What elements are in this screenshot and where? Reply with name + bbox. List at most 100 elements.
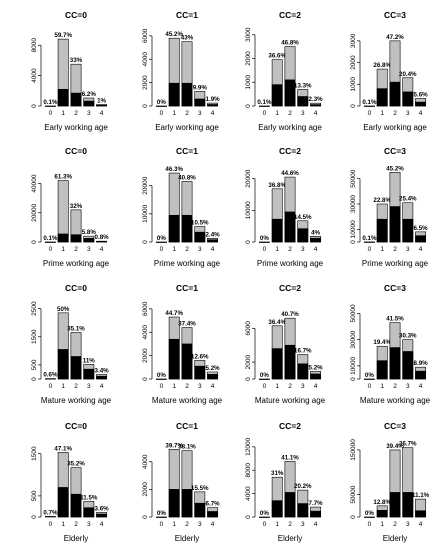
data-label: 44.6% <box>281 170 299 177</box>
data-label: 40.7% <box>281 311 299 318</box>
data-label: 7.7% <box>309 500 324 507</box>
bar-subset <box>70 234 82 243</box>
y-tick-label: 20000 <box>245 169 252 187</box>
chart-title: CC=2 <box>279 283 301 293</box>
data-label: 0.1% <box>43 99 58 106</box>
x-tick-label: 2 <box>393 521 397 528</box>
x-axis-label: Prime working age <box>43 259 110 268</box>
x-tick-label: 0 <box>368 521 372 528</box>
bar-subset <box>402 91 414 107</box>
y-tick-label: 2500 <box>31 301 38 316</box>
data-label: 1.9% <box>206 96 221 103</box>
bar-subset <box>181 489 193 518</box>
y-tick-label: 0 <box>245 104 252 108</box>
bar-subset <box>83 100 95 107</box>
bar-total <box>363 241 375 243</box>
x-tick-label: 0 <box>368 110 372 117</box>
bar-subset <box>415 235 427 243</box>
chart-title: CC=3 <box>384 10 406 20</box>
x-tick-label: 3 <box>198 246 202 253</box>
x-tick-label: 2 <box>74 110 78 117</box>
bar-subset <box>297 363 309 380</box>
data-label: 11.1% <box>412 492 430 499</box>
y-tick-label: 50000 <box>350 169 357 187</box>
bar-subset <box>181 214 193 243</box>
data-label: 0.6% <box>43 372 58 379</box>
x-tick-label: 3 <box>87 521 91 528</box>
y-tick-label: 0 <box>350 104 357 108</box>
x-tick-label: 0 <box>263 110 267 117</box>
x-tick-label: 3 <box>301 110 305 117</box>
bar-subset <box>168 489 180 518</box>
y-tick-label: 3000 <box>350 33 357 48</box>
x-tick-label: 2 <box>185 246 189 253</box>
bar-subset <box>207 104 219 107</box>
data-label: 43% <box>181 35 194 42</box>
bar-total <box>44 516 56 518</box>
bar-subset <box>271 218 283 243</box>
x-axis-label: Early working age <box>44 123 108 132</box>
bar-subset <box>96 375 108 380</box>
x-tick-label: 2 <box>393 246 397 253</box>
bar-subset <box>389 347 401 380</box>
bar-subset <box>284 79 296 107</box>
y-tick-label: 0 <box>350 240 357 244</box>
bar-subset <box>415 101 427 107</box>
bar-subset <box>83 507 95 518</box>
x-tick-label: 3 <box>301 521 305 528</box>
bar-total <box>258 378 270 380</box>
data-label: 32% <box>70 203 83 210</box>
x-axis-label: Mature working age <box>360 396 431 405</box>
bar-subset <box>271 348 283 380</box>
x-tick-label: 2 <box>185 521 189 528</box>
data-label: 35.1% <box>67 326 85 333</box>
x-tick-label: 0 <box>160 521 164 528</box>
x-tick-label: 2 <box>393 383 397 390</box>
x-tick-label: 2 <box>288 383 292 390</box>
bar-total <box>44 105 56 107</box>
y-tick-label: 30000 <box>350 195 357 213</box>
bar-subset <box>96 104 108 107</box>
bar-subset <box>376 88 388 107</box>
bar-total <box>258 241 270 243</box>
data-label: 47.2% <box>386 34 404 41</box>
bar-subset <box>376 360 388 380</box>
bar-subset <box>181 82 193 107</box>
data-label: 0.7% <box>43 509 58 516</box>
data-label: 37.4% <box>178 321 196 328</box>
x-tick-label: 4 <box>419 110 423 117</box>
x-axis-label: Early working age <box>363 123 427 132</box>
data-label: 12.6% <box>191 353 209 360</box>
bar-subset <box>402 492 414 518</box>
chart-title: CC=1 <box>176 421 198 431</box>
bar-subset <box>284 211 296 243</box>
y-tick-label: 1000 <box>350 77 357 92</box>
y-tick-label: 4000 <box>142 52 149 67</box>
y-tick-label: 10000 <box>142 204 149 222</box>
data-label: 0.1% <box>257 99 272 106</box>
y-tick-label: 20000 <box>142 176 149 194</box>
x-tick-label: 1 <box>172 246 176 253</box>
data-label: 5.8% <box>82 229 97 236</box>
y-tick-label: 4000 <box>31 68 38 83</box>
data-label: 3.4% <box>95 367 110 374</box>
x-axis-label: Prime working age <box>257 259 324 268</box>
x-tick-label: 2 <box>288 246 292 253</box>
bar-subset <box>284 344 296 380</box>
data-label: 2.4% <box>206 231 221 238</box>
x-axis-label: Mature working age <box>41 396 112 405</box>
x-tick-label: 4 <box>419 383 423 390</box>
x-axis-label: Prime working age <box>154 259 221 268</box>
bar-subset <box>57 233 69 243</box>
y-tick-label: 2000 <box>350 55 357 70</box>
bar-total <box>363 516 375 518</box>
y-tick-label: 0 <box>31 377 38 381</box>
y-tick-label: 2000 <box>245 355 252 370</box>
bar-total <box>57 180 69 243</box>
x-tick-label: 3 <box>87 246 91 253</box>
bar-subset <box>194 98 206 107</box>
x-tick-label: 0 <box>263 521 267 528</box>
y-tick-label: 10000 <box>350 220 357 238</box>
x-tick-label: 4 <box>100 521 104 528</box>
x-tick-label: 3 <box>406 521 410 528</box>
